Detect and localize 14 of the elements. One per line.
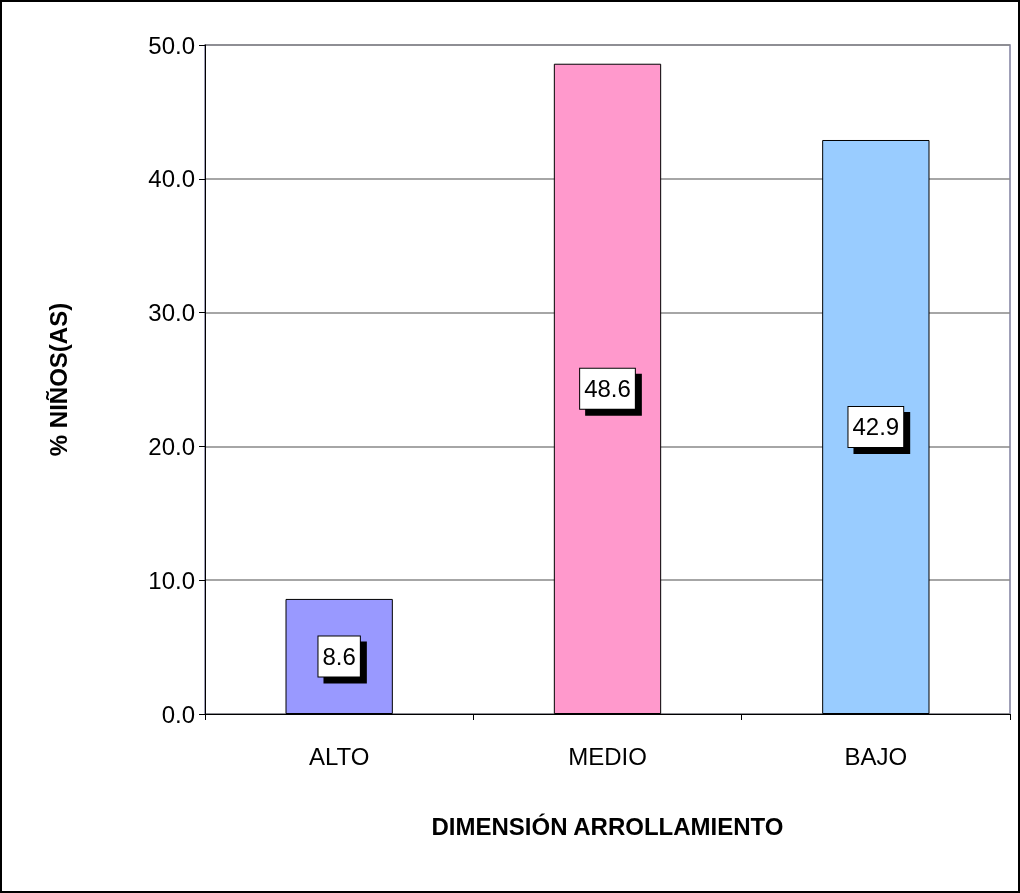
data-label: 48.6 [584, 375, 631, 403]
y-tick-label: 40.0 [148, 165, 195, 193]
x-tick-label: BAJO [844, 742, 908, 770]
y-tick-label: 30.0 [148, 299, 195, 327]
x-tick-label: ALTO [308, 742, 370, 770]
data-label: 8.6 [322, 642, 356, 670]
y-axis-title: % NIÑOS(AS) [44, 302, 72, 457]
data-label: 42.9 [852, 413, 900, 441]
x-tick-label: MEDIO [568, 742, 647, 770]
y-tick-label: 50.0 [148, 31, 195, 59]
y-tick-label: 20.0 [148, 432, 195, 460]
y-tick-label: 0.0 [161, 700, 195, 728]
x-axis-title: DIMENSIÓN ARROLLAMIENTO [431, 812, 784, 840]
y-tick-label: 10.0 [148, 566, 195, 594]
